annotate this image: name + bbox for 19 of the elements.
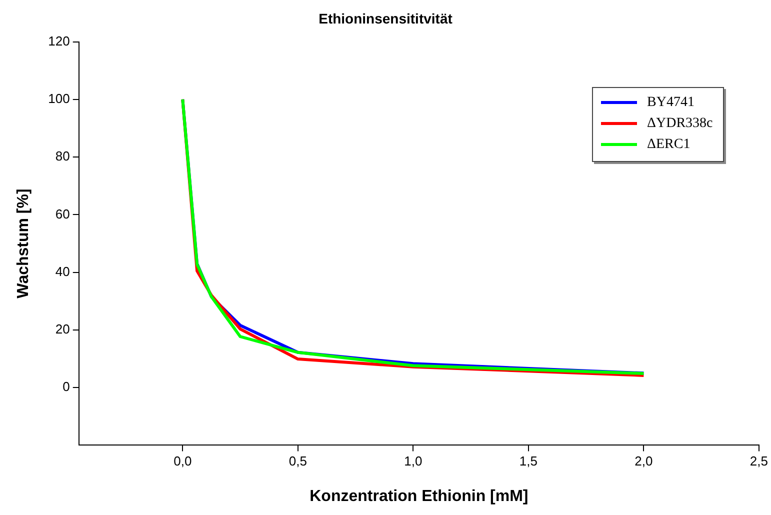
- chart-title: Ethioninsensititvität: [318, 10, 453, 26]
- y-tick-label: 80: [55, 148, 70, 164]
- x-tick-label: 0,5: [288, 454, 307, 469]
- y-tick-label: 40: [55, 264, 70, 279]
- x-tick-label: 1,0: [404, 454, 422, 469]
- y-tick-label: 0: [62, 379, 70, 394]
- legend-label: ΔERC1: [647, 136, 690, 152]
- y-tick-label: 120: [48, 33, 70, 48]
- y-axis-title: Wachstum [%]: [15, 188, 32, 298]
- x-tick-label: 0,0: [174, 454, 192, 469]
- x-tick-label: 2,5: [750, 454, 768, 469]
- y-tick-label: 60: [55, 206, 70, 222]
- y-tick-label: 100: [48, 91, 70, 106]
- y-tick-label: 20: [55, 322, 70, 337]
- x-tick-label: 1,5: [519, 454, 538, 469]
- legend-label: BY4741: [647, 94, 694, 110]
- x-axis-title: Konzentration Ethionin [mM]: [310, 488, 528, 505]
- legend-label: ΔYDR338c: [647, 116, 713, 132]
- x-tick-label: 2,0: [634, 454, 653, 469]
